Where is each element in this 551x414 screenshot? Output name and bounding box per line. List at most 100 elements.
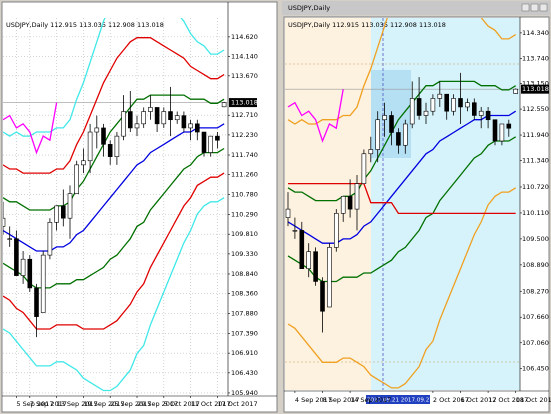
- candle-body: [402, 123, 408, 146]
- y-tick-label: 107.060: [522, 339, 549, 347]
- y-tick-label: 113.150: [522, 80, 549, 88]
- x-tick-label: 17 Oct 2017: [217, 400, 257, 408]
- candle-body: [201, 131, 207, 153]
- info-line: USDJPY,Daily 112.915 113.035 112.908 113…: [6, 21, 164, 29]
- x-tick-label: 25 Sep 2017: [110, 400, 151, 408]
- candle-body: [181, 115, 187, 129]
- candle-body: [458, 98, 463, 108]
- indicator-line: [287, 187, 517, 389]
- x-tick-label: 11 Oct 2017: [191, 400, 231, 408]
- candle-body: [14, 238, 19, 276]
- candle-body: [54, 205, 59, 223]
- y-tick-label: 109.500: [522, 235, 549, 243]
- candle-body: [499, 123, 505, 142]
- candle-body: [195, 123, 200, 133]
- chart-area-left: [1, 1, 278, 413]
- y-tick-label: 109.810: [231, 230, 258, 238]
- candle-body: [60, 205, 66, 219]
- maximize-button[interactable]: [530, 3, 539, 12]
- y-tick-label: 105.940: [231, 389, 258, 397]
- y-tick-label: 112.550: [522, 105, 549, 113]
- y-tick-label: 109.330: [231, 250, 258, 258]
- indicator-line: [3, 102, 58, 155]
- candle-body: [67, 193, 73, 219]
- candle-body: [174, 115, 180, 121]
- indicator-line: [287, 110, 517, 244]
- candle-body: [492, 119, 498, 142]
- y-tick-label: 107.880: [231, 309, 258, 317]
- candle-body: [375, 119, 381, 150]
- plot: [3, 18, 228, 392]
- indicator-line: [287, 89, 344, 143]
- crosshair-label-bg: [366, 395, 430, 404]
- candle-body: [299, 230, 305, 269]
- y-tick-label: 111.340: [522, 157, 549, 165]
- indicator-line: [3, 147, 225, 289]
- price-label: 113.018: [231, 99, 258, 107]
- candle-body: [506, 123, 512, 129]
- candle-body: [485, 110, 491, 121]
- candle-body: [7, 238, 12, 240]
- x-tick-label: 7 Sep 2017: [30, 400, 67, 408]
- x-tick-label: 19 Sep 2017: [83, 400, 124, 408]
- candle-body: [221, 102, 227, 108]
- candle-body: [306, 251, 312, 269]
- minimize-button[interactable]: [521, 3, 530, 12]
- candle-body: [347, 196, 353, 210]
- x-tick-label: 4 Sep 2017: [295, 396, 332, 404]
- candle-body: [513, 88, 519, 94]
- y-tick-label: 113.670: [231, 72, 258, 80]
- y-tick-label: 114.340: [522, 29, 549, 37]
- indicator-line: [3, 18, 225, 137]
- candle-body: [340, 196, 346, 214]
- candle-body: [382, 115, 387, 121]
- y-tick-label: 108.360: [231, 290, 258, 298]
- candle-body: [471, 102, 477, 116]
- y-tick-label: 111.940: [522, 131, 549, 139]
- x-tick-label: 29 Sep 2017: [137, 400, 178, 408]
- info-line: USDJPY,Daily 112.915 113.035 112.908 113…: [288, 21, 446, 29]
- indicator-line: [3, 123, 225, 252]
- candle-body: [74, 164, 79, 194]
- candle-body: [416, 98, 422, 116]
- indicator-line: [3, 37, 225, 174]
- candle-body: [34, 287, 39, 317]
- x-tick-label: 6 Oct 2017: [461, 396, 497, 404]
- candle-body: [430, 98, 436, 112]
- candle-body: [27, 258, 33, 289]
- candle-body: [354, 183, 360, 210]
- window-title: USDJPY,Daily: [288, 4, 330, 12]
- crosshair-label: 2017.09.21 2017.09.27 00:00: [367, 398, 451, 404]
- candle-body: [161, 111, 167, 125]
- candle-body: [444, 93, 450, 112]
- y-tick-label: 114.620: [231, 33, 258, 41]
- x-tick-label: 5 Sep 2017: [16, 400, 53, 408]
- candle-body: [333, 213, 339, 248]
- candle-body: [215, 135, 220, 141]
- chart-right: 114.340 113.740 113.150 112.550 111.940 111.3…: [285, 18, 551, 404]
- candle-body: [81, 160, 86, 166]
- candle-body: [154, 107, 160, 125]
- candle-body: [423, 110, 429, 116]
- y-tick-label: 106.450: [522, 365, 549, 373]
- candle-body: [368, 149, 374, 155]
- indicator-line: [287, 136, 517, 283]
- y-tick-label: 108.270: [522, 287, 549, 295]
- y-tick-label: 108.890: [522, 261, 549, 269]
- candle-body: [168, 111, 173, 121]
- chart-left: 114.620 114.140 113.670 112.710 112.230 111.7…: [3, 18, 258, 408]
- indicator-line: [288, 182, 516, 215]
- y-tick-label: 113.740: [522, 54, 549, 62]
- candle-body: [361, 153, 367, 184]
- indicator-line: [3, 197, 225, 392]
- candle-body: [188, 123, 193, 129]
- candle-body: [114, 135, 120, 157]
- candle-body: [134, 123, 140, 129]
- price-label-bg: [521, 84, 549, 94]
- close-button[interactable]: [539, 3, 548, 12]
- title-bar[interactable]: [282, 1, 550, 15]
- x-tick-label: 13 Sep 2017: [57, 400, 98, 408]
- candle-body: [101, 127, 106, 145]
- candle-body: [437, 93, 443, 99]
